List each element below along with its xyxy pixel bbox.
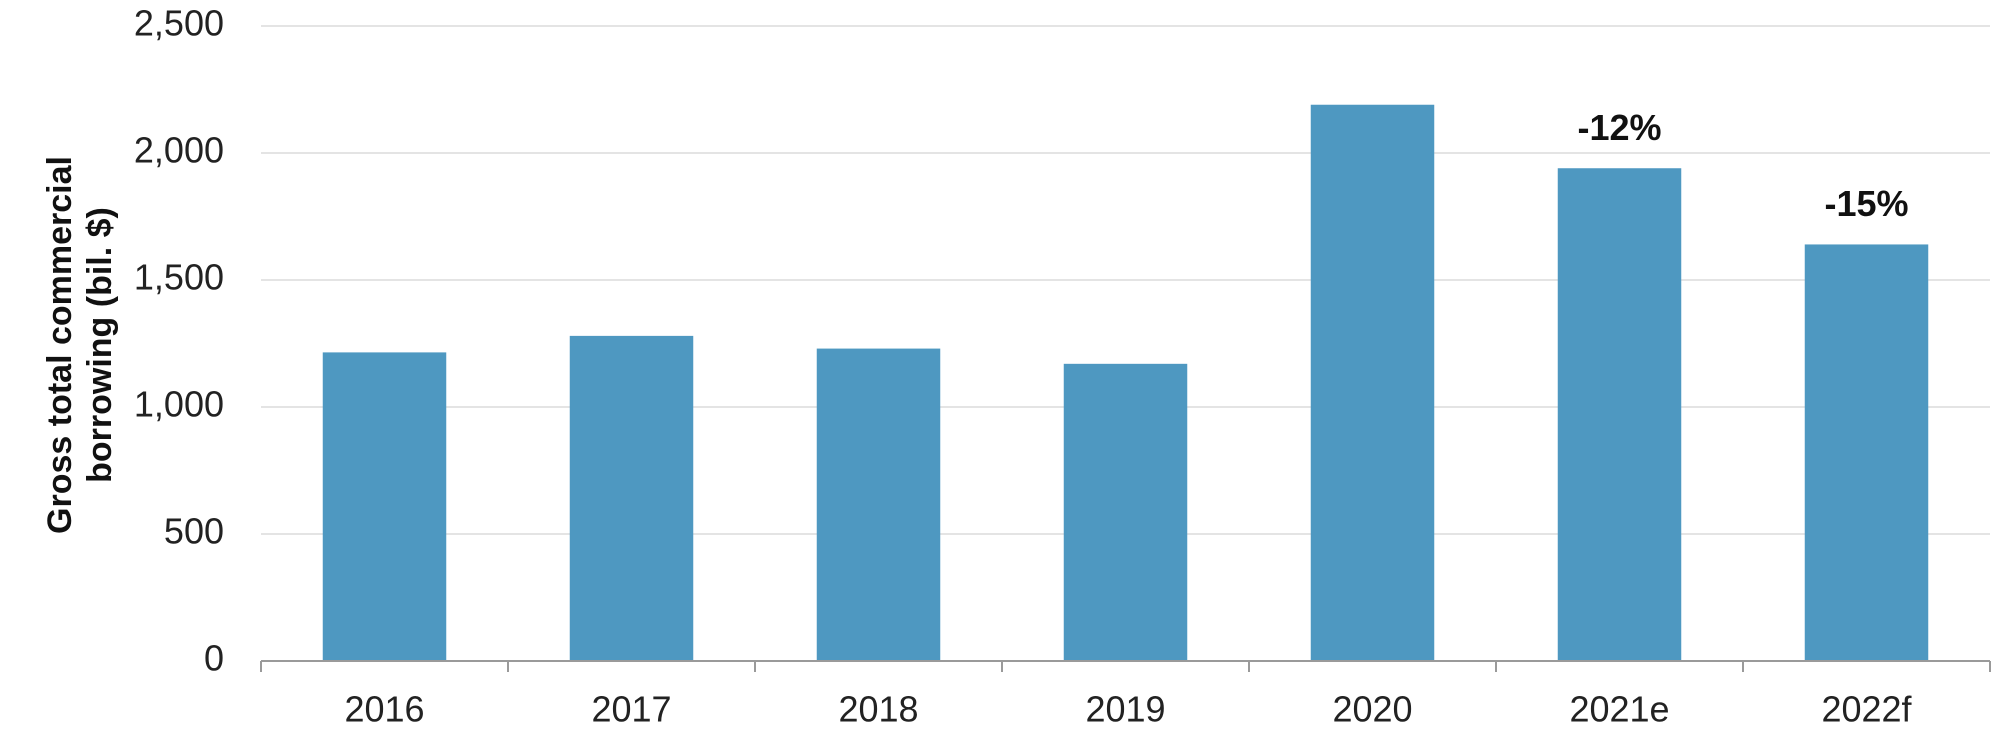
y-tick-label: 1,000: [134, 384, 224, 425]
y-tick-label: 2,000: [134, 130, 224, 171]
x-tick-label: 2016: [344, 689, 424, 730]
y-tick-label: 1,500: [134, 257, 224, 298]
annotation: -15%: [1824, 183, 1908, 224]
y-tick-label: 500: [164, 511, 224, 552]
x-tick-label: 2022f: [1821, 689, 1912, 730]
bar: [816, 348, 941, 661]
bar: [1557, 168, 1682, 662]
bar: [1310, 104, 1435, 662]
x-tick-label: 2019: [1085, 689, 1165, 730]
y-tick-label: 2,500: [134, 3, 224, 44]
y-tick-label: 0: [204, 638, 224, 679]
bar: [569, 335, 694, 661]
x-tick-label: 2021e: [1569, 689, 1669, 730]
bar: [322, 352, 447, 661]
bar: [1063, 363, 1188, 661]
annotation: -12%: [1577, 107, 1661, 148]
x-tick-label: 2018: [838, 689, 918, 730]
y-axis-label: Gross total commercial borrowing (bil. $…: [41, 156, 119, 534]
bar: [1804, 244, 1929, 661]
x-tick-label: 2017: [591, 689, 671, 730]
x-tick-label: 2020: [1332, 689, 1412, 730]
